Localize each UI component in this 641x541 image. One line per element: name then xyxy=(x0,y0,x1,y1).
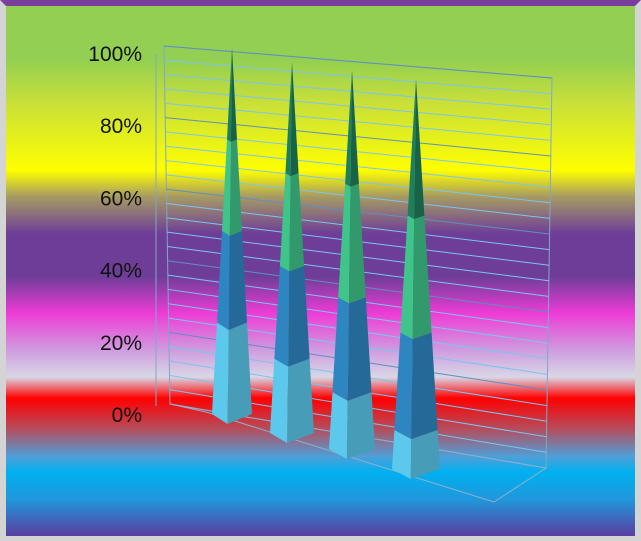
pyramid-segment-front xyxy=(392,430,412,479)
pyramid-segment-front xyxy=(270,358,289,443)
pyramid-segment-front xyxy=(274,266,290,367)
pyramid-segment-side xyxy=(289,173,305,272)
pyramid-segment-side xyxy=(410,430,440,479)
pyramid-segment-front xyxy=(285,62,292,177)
y-axis-ticks: 0% 20% 40% 60% 80% 100% xyxy=(88,43,142,427)
gridline xyxy=(164,102,552,141)
y-tick-label: 60% xyxy=(100,187,142,210)
y-tick-label: 100% xyxy=(88,43,142,66)
pyramid-segment-side xyxy=(287,358,314,443)
pyramid-segment-front xyxy=(227,48,232,142)
pyramid-segment-front xyxy=(400,215,415,339)
pyramid-segment-front xyxy=(279,173,291,272)
pyramid-segment-side xyxy=(227,322,252,424)
gridline xyxy=(165,131,551,173)
pyramid xyxy=(329,70,375,459)
pyramid-segment-front xyxy=(338,183,351,304)
pyramid-segment-front xyxy=(332,297,349,401)
pyramid-segment-side xyxy=(350,70,359,187)
pyramid-segment-side xyxy=(348,183,366,304)
pyramid-segment-front xyxy=(217,231,230,330)
pyramid-segment-side xyxy=(229,139,242,236)
pyramid-bars xyxy=(212,48,440,479)
pyramid-segment-front xyxy=(394,332,413,439)
pyramid-segment-side xyxy=(414,79,425,219)
pyramid-segment-side xyxy=(288,266,310,367)
pyramid-segment-side xyxy=(290,62,299,177)
pyramid-segment-side xyxy=(228,231,247,330)
y-tick-label: 80% xyxy=(100,115,142,138)
pyramid-segment-front xyxy=(345,70,352,187)
pyramid-segment-side xyxy=(346,392,375,459)
pyramid-segment-side xyxy=(411,332,438,439)
gridline xyxy=(164,59,552,95)
pyramid xyxy=(392,79,440,479)
pyramid xyxy=(212,48,252,424)
y-tick-label: 40% xyxy=(100,260,142,283)
gridline xyxy=(164,88,552,126)
pyramid-segment-front xyxy=(329,392,348,459)
chart-background: 0% 20% 40% 60% 80% 100% xyxy=(6,6,635,536)
y-tick-label: 20% xyxy=(100,332,142,355)
pyramid-segment-front xyxy=(212,322,229,424)
gridline xyxy=(163,45,553,79)
pyramid-segment-side xyxy=(230,48,237,142)
pyramid xyxy=(270,62,314,443)
gridline xyxy=(165,117,551,157)
y-tick-label: 0% xyxy=(112,404,142,427)
pyramid-segment-side xyxy=(412,215,432,339)
pyramid-segment-side xyxy=(347,297,372,401)
pyramid-segment-front xyxy=(222,139,231,236)
pyramid-segment-front xyxy=(407,79,416,219)
pyramid-chart: 0% 20% 40% 60% 80% 100% xyxy=(88,43,553,503)
gridline xyxy=(164,74,552,110)
